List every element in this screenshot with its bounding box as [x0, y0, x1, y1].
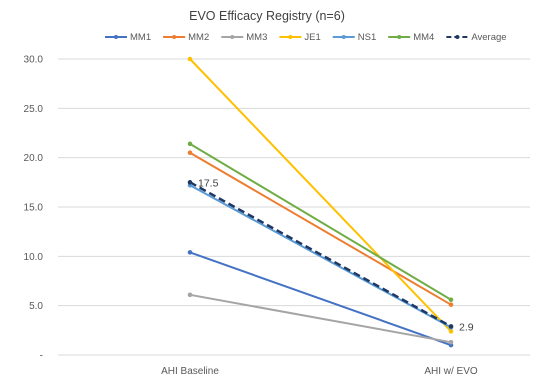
legend-item-mm2: MM2: [163, 32, 209, 43]
legend-marker: [397, 35, 402, 39]
chart-title: EVO Efficacy Registry (n=6): [189, 9, 345, 23]
series-line-mm3: [189, 293, 452, 344]
legend-label: MM1: [130, 32, 151, 43]
series-line-mm1: [189, 251, 452, 347]
legend-label: NS1: [358, 32, 376, 43]
data-labels: 17.5 2.9: [198, 177, 474, 333]
legend-label: JE1: [304, 32, 320, 43]
legend-marker: [288, 35, 293, 39]
data-label: 2.9: [459, 321, 474, 333]
legend-label: Average: [471, 32, 506, 43]
data-point-average: [187, 180, 193, 185]
series-line-ns1: [189, 184, 452, 329]
legend-item-ns1: NS1: [332, 32, 376, 43]
y-axis-ticks: 30.0 25.0 20.0 15.0 10.0 5.0 -: [24, 55, 44, 362]
data-point-mm3: [448, 339, 454, 345]
data-point-mm3: [187, 292, 193, 298]
legend-marker: [172, 35, 177, 39]
y-tick-label: 30.0: [24, 55, 44, 66]
data-point-je1: [448, 329, 454, 334]
y-tick-label: 10.0: [24, 252, 44, 263]
data-point-average: [448, 324, 454, 329]
series-line-mm2: [189, 151, 452, 306]
legend-label: MM2: [188, 32, 209, 43]
legend-marker: [455, 35, 460, 39]
y-tick-label: 20.0: [24, 153, 44, 164]
data-label: 17.5: [198, 177, 219, 189]
y-tick-label: -: [40, 351, 43, 362]
x-axis-categories: AHI Baseline AHI w/ EVO: [161, 366, 478, 377]
legend: MM1 MM2 MM3 JE1 NS1 MM4 Average: [105, 32, 507, 43]
legend-marker: [114, 35, 118, 39]
y-tick-label: 25.0: [24, 104, 44, 115]
data-point-je1: [187, 56, 193, 62]
data-point-mm4: [187, 141, 193, 147]
legend-item-mm3: MM3: [221, 32, 267, 43]
legend-label: MM3: [246, 32, 267, 43]
legend-marker: [341, 35, 346, 39]
y-tick-label: 5.0: [29, 301, 43, 312]
legend-item-average: Average: [446, 32, 507, 43]
x-category-label: AHI Baseline: [161, 366, 219, 377]
legend-item-mm1: MM1: [105, 32, 151, 43]
x-category-label: AHI w/ EVO: [424, 366, 478, 377]
data-point-mm4: [448, 297, 454, 303]
series-line-average: [189, 181, 452, 328]
legend-item-mm4: MM4: [388, 32, 434, 43]
legend-label: MM4: [413, 32, 434, 43]
series-lines: [189, 58, 452, 347]
data-point-mm2: [448, 302, 454, 307]
series-points: [187, 56, 454, 348]
data-point-mm1: [187, 250, 193, 255]
data-point-mm2: [187, 150, 193, 156]
legend-marker: [230, 35, 235, 39]
y-tick-label: 15.0: [24, 203, 44, 214]
series-line-mm4: [189, 142, 452, 301]
legend-item-je1: JE1: [279, 32, 321, 43]
series-line-je1: [189, 58, 452, 333]
